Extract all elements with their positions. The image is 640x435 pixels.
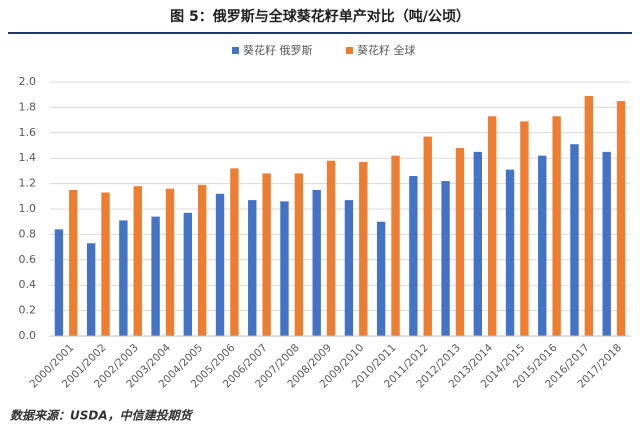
bar bbox=[54, 229, 64, 336]
bar bbox=[423, 136, 432, 336]
bar bbox=[294, 173, 304, 336]
y-tick-label: 1.4 bbox=[19, 151, 37, 164]
bar bbox=[376, 221, 386, 336]
legend-label: 葵花籽 俄罗斯 bbox=[243, 44, 313, 57]
bar bbox=[165, 188, 175, 336]
bar bbox=[391, 155, 400, 336]
bar bbox=[133, 186, 142, 336]
y-tick-label: 1.2 bbox=[19, 177, 37, 190]
bar bbox=[262, 173, 271, 336]
y-tick-label: 1.0 bbox=[19, 202, 37, 215]
y-tick-label: 0.0 bbox=[19, 329, 37, 342]
bar bbox=[409, 175, 418, 336]
bar bbox=[488, 116, 497, 336]
chart-title: 图 5：俄罗斯与全球葵花籽单产对比（吨/公顷） bbox=[170, 8, 470, 25]
y-tick-label: 0.4 bbox=[19, 278, 37, 291]
bar bbox=[584, 95, 594, 336]
y-tick-label: 0.8 bbox=[19, 227, 37, 240]
bar bbox=[505, 169, 515, 336]
y-tick-label: 1.8 bbox=[19, 100, 37, 113]
bar bbox=[552, 116, 561, 336]
bar bbox=[215, 193, 225, 336]
bar bbox=[344, 200, 354, 336]
bar bbox=[86, 243, 96, 336]
bar bbox=[441, 181, 450, 336]
bar bbox=[520, 121, 529, 337]
bar bbox=[473, 151, 482, 336]
bar bbox=[198, 184, 207, 336]
y-tick-label: 1.6 bbox=[19, 126, 37, 139]
bar bbox=[359, 162, 368, 336]
y-tick-label: 0.6 bbox=[19, 253, 37, 266]
legend-swatch bbox=[346, 47, 353, 54]
bar bbox=[538, 155, 547, 336]
bar bbox=[101, 192, 110, 336]
bar bbox=[326, 160, 336, 336]
bar bbox=[119, 220, 128, 336]
source-note: 数据来源：USDA，中信建投期货 bbox=[10, 409, 194, 423]
bar bbox=[69, 189, 78, 336]
bar bbox=[455, 148, 465, 336]
bar bbox=[248, 200, 257, 336]
y-tick-label: 2.0 bbox=[19, 75, 37, 88]
legend-swatch bbox=[232, 47, 239, 54]
bar bbox=[616, 101, 626, 336]
bar bbox=[570, 144, 579, 336]
bar bbox=[280, 201, 289, 336]
y-tick-label: 0.2 bbox=[19, 304, 37, 317]
bar bbox=[230, 168, 239, 336]
bar bbox=[602, 151, 611, 336]
bar bbox=[151, 216, 160, 336]
bar bbox=[312, 189, 321, 336]
legend-label: 葵花籽 全球 bbox=[357, 43, 416, 57]
bar bbox=[183, 212, 192, 336]
